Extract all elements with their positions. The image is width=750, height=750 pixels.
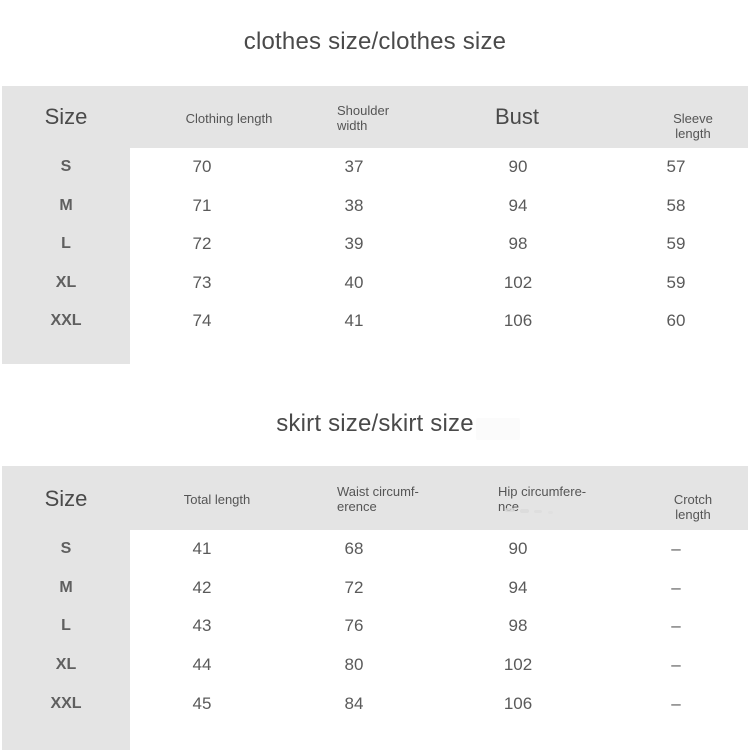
column-header-sleeve-length: Sleeve length [673,111,713,141]
column-header-clothing-length: Clothing length [185,111,273,126]
cell-clothing-length: 74 [192,311,212,331]
cell-crotch-length: – [671,577,681,597]
table-row: S 41 68 90 – [2,530,748,569]
cell-total-length: 43 [192,616,212,636]
cell-crotch-length: – [671,655,681,675]
clothes-size-table: Size Clothing length Shoulder width Bust… [2,86,748,364]
cell-total-length: 45 [192,693,212,713]
table-body: S 70 37 90 57 M 71 38 94 58 L 72 39 98 5… [2,148,748,364]
row-size-label: S [60,158,72,176]
cell-bust: 98 [508,234,528,254]
row-size-label: M [59,196,73,214]
row-size-label: XXL [50,694,82,712]
row-size-label: L [61,617,71,635]
table-row: XXL 74 41 106 60 [2,302,748,341]
cell-shoulder-width: 39 [344,234,364,254]
column-header-hip-circumference: Hip circumfere-nce [498,484,587,514]
column-header-total-length: Total length [183,492,251,507]
cell-sleeve-length: 57 [666,157,686,177]
cell-sleeve-length: 59 [666,272,686,292]
cell-hip-circumference: 94 [508,577,528,597]
cell-crotch-length: – [671,539,681,559]
size-column-background [2,86,130,364]
cell-bust: 90 [508,157,528,177]
table-row: L 43 76 98 – [2,607,748,646]
cell-hip-circumference: 106 [503,693,533,713]
cell-waist-circumference: 72 [344,577,364,597]
column-header-size: Size [44,104,88,129]
cell-waist-circumference: 80 [344,655,364,675]
cell-clothing-length: 72 [192,234,212,254]
cell-shoulder-width: 37 [344,157,364,177]
skirt-size-table: Size Total length Waist circumf-erence H… [2,466,748,750]
cell-sleeve-length: 59 [666,234,686,254]
column-header-shoulder-width: Shoulder width [337,103,390,133]
cell-clothing-length: 71 [192,195,212,215]
row-size-label: M [59,578,73,596]
table-body: S 41 68 90 – M 42 72 94 – L 43 76 98 – [2,530,748,750]
skirt-table-title: skirt size/skirt size [276,410,474,437]
cell-hip-circumference: 102 [503,655,533,675]
row-size-label: L [61,235,71,253]
cell-shoulder-width: 40 [344,272,364,292]
row-size-label: XL [55,273,77,291]
cell-sleeve-length: 60 [666,311,686,331]
column-header-crotch-length: Crotch length [673,492,713,522]
table-header-row: Size Total length Waist circumf-erence H… [2,466,748,530]
cell-total-length: 41 [192,539,212,559]
cell-clothing-length: 73 [192,272,212,292]
row-size-label: XXL [50,312,82,330]
cell-bust: 94 [508,195,528,215]
clothes-table-title: clothes size/clothes size [243,28,507,55]
cell-clothing-length: 70 [192,157,212,177]
cell-shoulder-width: 41 [344,311,364,331]
cell-crotch-length: – [671,693,681,713]
cell-waist-circumference: 84 [344,693,364,713]
cell-bust: 102 [503,272,533,292]
cell-total-length: 44 [192,655,212,675]
table-row: XXL 45 84 106 – [2,684,748,723]
table-row: L 72 39 98 59 [2,225,748,264]
column-header-waist-circumference: Waist circumf-erence [337,484,419,514]
cell-shoulder-width: 38 [344,195,364,215]
table-row: XL 44 80 102 – [2,646,748,685]
cell-hip-circumference: 98 [508,616,528,636]
cell-crotch-length: – [671,616,681,636]
table-header-row: Size Clothing length Shoulder width Bust… [2,86,748,148]
column-header-bust: Bust [494,104,540,129]
column-header-size: Size [44,486,88,511]
cell-hip-circumference: 90 [508,539,528,559]
cell-sleeve-length: 58 [666,195,686,215]
table-row: S 70 37 90 57 [2,148,748,187]
row-size-label: XL [55,656,77,674]
table-row: XL 73 40 102 59 [2,264,748,303]
cell-bust: 106 [503,311,533,331]
cell-waist-circumference: 76 [344,616,364,636]
table-row: M 71 38 94 58 [2,187,748,226]
table-row: M 42 72 94 – [2,569,748,608]
row-size-label: S [60,540,72,558]
cell-waist-circumference: 68 [344,539,364,559]
size-column-background [2,466,130,750]
cell-total-length: 42 [192,577,212,597]
